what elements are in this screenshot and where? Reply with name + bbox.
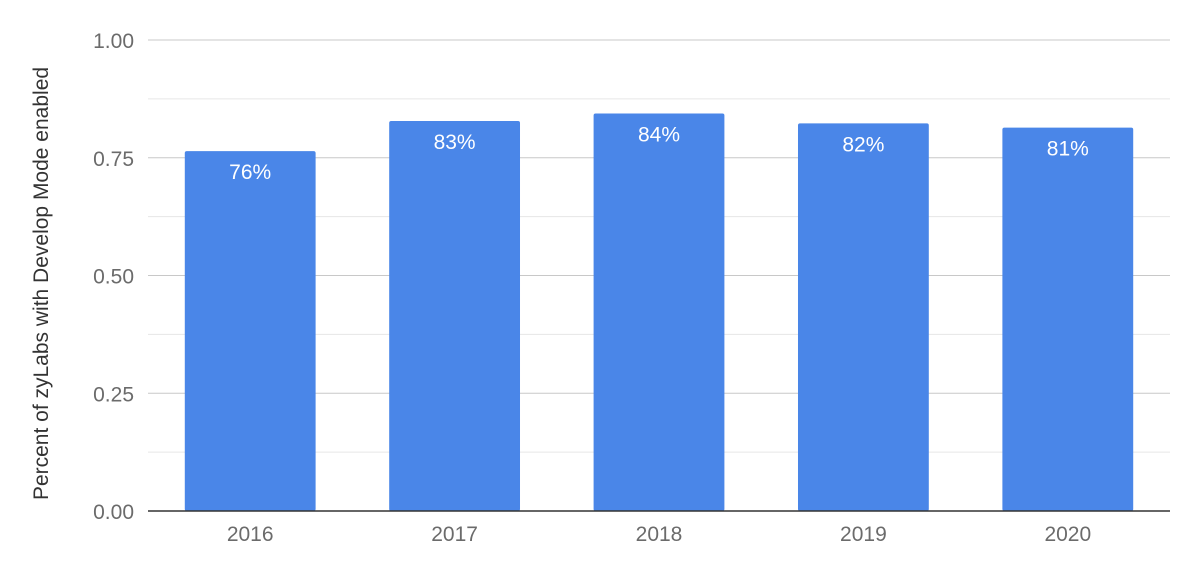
data-label-2017: 83%: [434, 131, 476, 154]
data-label-2018: 84%: [638, 123, 680, 146]
bar-2020: [1002, 127, 1134, 511]
data-label-2019: 82%: [842, 133, 884, 156]
y-axis-ticks: 0.00 0.25 0.50 0.75 1.00: [93, 30, 134, 524]
y-axis-title: Percent of zyLabs with Develop Mode enab…: [30, 67, 53, 500]
x-tick-label: 2018: [636, 523, 683, 546]
data-label-2016: 76%: [229, 161, 271, 184]
y-tick-label: 1.00: [93, 30, 134, 53]
bar-2018: [593, 113, 725, 511]
data-label-2020: 81%: [1047, 138, 1089, 161]
bars: 76% 83% 84% 82% 81%: [184, 113, 1134, 512]
x-tick-label: 2020: [1044, 523, 1091, 546]
bar-2017: [389, 121, 521, 512]
y-tick-label: 0.50: [93, 266, 134, 289]
x-tick-label: 2019: [840, 523, 887, 546]
y-tick-label: 0.00: [93, 501, 134, 524]
y-tick-label: 0.25: [93, 383, 134, 406]
y-tick-label: 0.75: [93, 148, 134, 171]
bar-2019: [797, 123, 929, 511]
x-tick-label: 2016: [227, 523, 274, 546]
x-tick-label: 2017: [431, 523, 478, 546]
bar-2016: [184, 151, 316, 511]
x-axis-ticks: 2016 2017 2018 2019 2020: [227, 523, 1091, 546]
